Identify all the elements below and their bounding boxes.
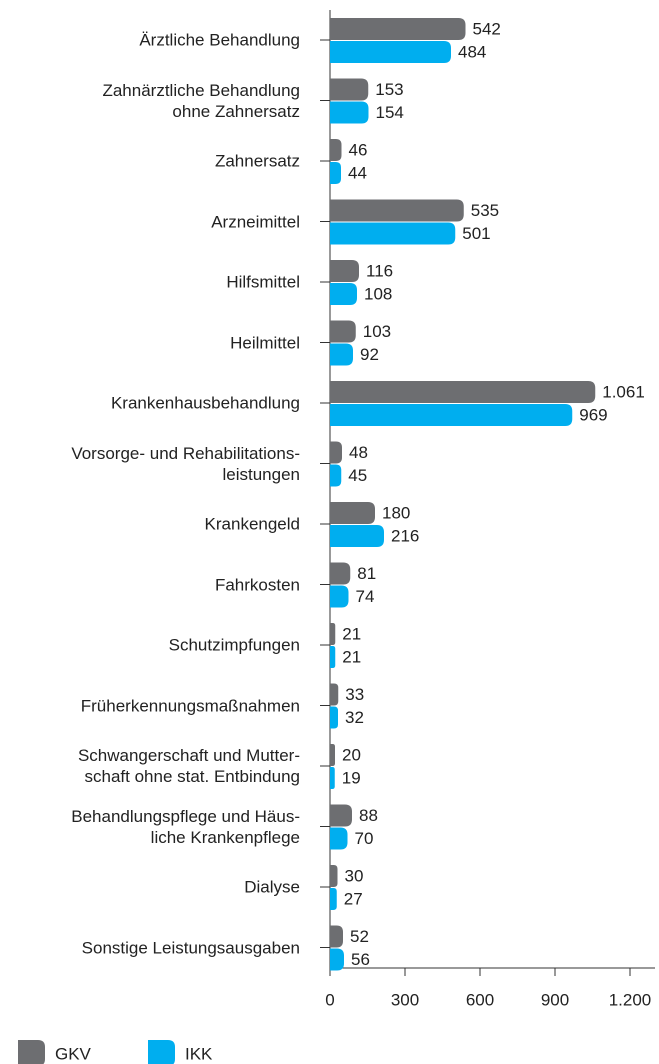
value-label: 535 bbox=[471, 201, 499, 220]
category-label: Behandlungspflege und Häus- liche Kranke… bbox=[71, 806, 300, 847]
bar bbox=[330, 502, 375, 524]
category-label: Sonstige Leistungsausgaben bbox=[81, 938, 300, 957]
category-label: Schutzimpfungen bbox=[168, 635, 300, 655]
bar bbox=[330, 381, 596, 403]
value-label: 969 bbox=[579, 405, 607, 424]
value-label: 21 bbox=[342, 624, 361, 643]
value-label: 501 bbox=[462, 224, 490, 243]
value-label: 1.061 bbox=[602, 382, 645, 401]
bar bbox=[330, 767, 335, 789]
value-label: 33 bbox=[345, 685, 364, 704]
value-label: 52 bbox=[350, 927, 369, 946]
bar bbox=[330, 464, 342, 487]
category-label: Schwangerschaft und Mutter- schaft ohne … bbox=[77, 746, 300, 786]
legend-label: GKV bbox=[55, 1044, 92, 1063]
bar bbox=[330, 404, 573, 426]
legend-swatch bbox=[148, 1040, 175, 1064]
value-label: 88 bbox=[359, 806, 378, 825]
value-label: 216 bbox=[391, 526, 419, 545]
value-label: 27 bbox=[344, 889, 363, 908]
category-label: Fahrkosten bbox=[214, 575, 300, 594]
bar bbox=[330, 101, 369, 124]
bar bbox=[330, 925, 343, 948]
bar bbox=[330, 804, 352, 827]
value-label: 154 bbox=[376, 103, 404, 122]
value-label: 48 bbox=[349, 443, 368, 462]
category-label: Zahnersatz bbox=[214, 151, 300, 171]
bar bbox=[330, 623, 336, 645]
category-label: Früherkennungsmaßnahmen bbox=[80, 696, 300, 715]
category-label: Krankengeld bbox=[204, 514, 300, 534]
value-label: 484 bbox=[458, 42, 486, 61]
value-label: 108 bbox=[364, 284, 392, 303]
category-label: Arzneimittel bbox=[211, 212, 300, 231]
value-label: 81 bbox=[357, 564, 376, 583]
bar bbox=[330, 320, 356, 343]
legend-swatch bbox=[18, 1040, 45, 1064]
bar bbox=[330, 343, 353, 366]
bar bbox=[330, 585, 349, 608]
bar bbox=[330, 260, 359, 282]
bar bbox=[330, 78, 369, 101]
x-tick-label: 1.200 bbox=[609, 990, 652, 1009]
bar bbox=[330, 441, 342, 464]
category-label: Ärztliche Behandlung bbox=[139, 30, 300, 50]
bar bbox=[330, 888, 337, 910]
bar bbox=[330, 18, 466, 40]
bar bbox=[330, 222, 456, 245]
x-tick-label: 900 bbox=[541, 990, 569, 1009]
value-label: 21 bbox=[342, 647, 361, 666]
x-tick-label: 0 bbox=[325, 990, 334, 1009]
value-label: 74 bbox=[356, 587, 375, 606]
value-label: 20 bbox=[342, 745, 361, 764]
value-label: 542 bbox=[473, 19, 501, 38]
x-tick-label: 600 bbox=[466, 990, 494, 1009]
bar bbox=[330, 646, 336, 668]
value-label: 30 bbox=[345, 866, 364, 885]
value-label: 70 bbox=[355, 829, 374, 848]
bar bbox=[330, 865, 338, 887]
category-label: Krankenhausbehandlung bbox=[110, 393, 300, 413]
value-label: 45 bbox=[348, 466, 367, 485]
bar bbox=[330, 162, 341, 184]
bar bbox=[330, 199, 464, 222]
bar bbox=[330, 827, 348, 850]
bar bbox=[330, 744, 335, 766]
category-label: Hilfsmittel bbox=[226, 272, 300, 292]
category-label: Vorsorge- und Rehabilitations- leistunge… bbox=[71, 443, 300, 484]
legend-label: IKK bbox=[185, 1044, 213, 1063]
bar bbox=[330, 525, 384, 547]
bar bbox=[330, 562, 351, 585]
bar bbox=[330, 283, 357, 305]
bar bbox=[330, 139, 342, 161]
bar bbox=[330, 41, 451, 63]
bar bbox=[330, 683, 339, 706]
value-label: 46 bbox=[349, 140, 368, 159]
value-label: 32 bbox=[345, 708, 364, 727]
value-label: 92 bbox=[360, 345, 379, 364]
value-label: 56 bbox=[351, 950, 370, 969]
category-label: Dialyse bbox=[244, 877, 300, 897]
value-label: 180 bbox=[382, 503, 410, 522]
bar bbox=[330, 948, 344, 971]
category-label: Zahnärztliche Behandlung ohne Zahnersatz bbox=[102, 80, 300, 121]
x-tick-label: 300 bbox=[391, 990, 419, 1009]
value-label: 116 bbox=[366, 261, 393, 280]
bar bbox=[330, 706, 338, 729]
value-label: 19 bbox=[342, 768, 361, 787]
category-label: Heilmittel bbox=[230, 333, 300, 352]
value-label: 44 bbox=[348, 163, 367, 182]
value-label: 103 bbox=[363, 322, 391, 341]
value-label: 153 bbox=[375, 80, 403, 99]
